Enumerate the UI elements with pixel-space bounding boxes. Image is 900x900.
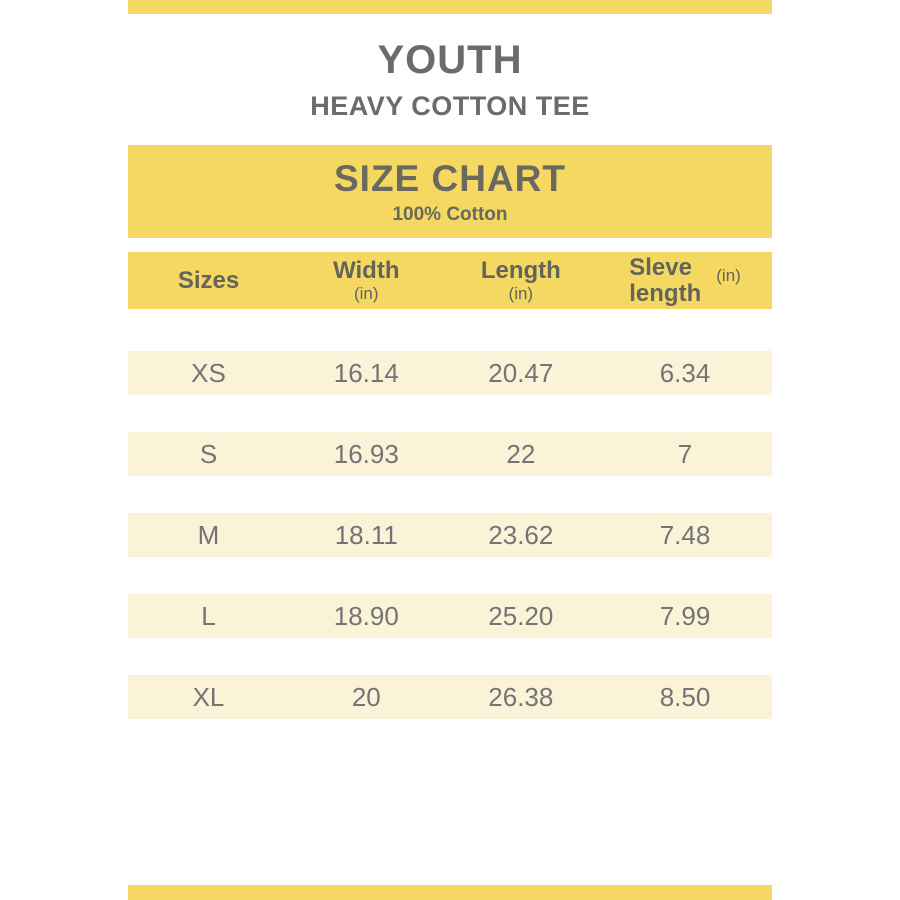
table-row: M 18.11 23.62 7.48 [128, 513, 772, 557]
cell-size: M [197, 519, 220, 550]
column-header-width: Width (in) [289, 258, 444, 303]
cell-length: 26.38 [488, 681, 554, 712]
cell-sleeve-length: 7.99 [659, 600, 711, 631]
cell-size: S [199, 438, 218, 469]
size-table-body: XS 16.14 20.47 6.34 S 16.93 22 7 M 18.11… [128, 351, 772, 719]
column-header-sizes-label: Sizes [177, 266, 240, 294]
column-header-sleeve-length: Sleve length (in) [598, 254, 772, 307]
cell-width: 16.93 [333, 438, 399, 469]
cell-length: 25.20 [488, 600, 554, 631]
table-row: L 18.90 25.20 7.99 [128, 594, 772, 638]
page-subtitle: HEAVY COTTON TEE [310, 91, 590, 121]
cell-width: 20 [351, 681, 381, 712]
top-accent-bar [128, 0, 772, 14]
column-header-sizes: Sizes [128, 268, 289, 293]
cell-sleeve-length: 6.34 [659, 357, 711, 388]
cell-sleeve-length: 8.50 [659, 681, 711, 712]
cell-sleeve-length: 7 [677, 438, 693, 469]
cell-sleeve-length: 7.48 [659, 519, 711, 550]
page-title: YOUTH [377, 38, 523, 82]
table-row: S 16.93 22 7 [128, 432, 772, 476]
cell-width: 16.14 [333, 357, 399, 388]
column-header-length: Length (in) [444, 258, 599, 303]
column-header-length-unit: (in) [508, 284, 534, 304]
column-header-width-unit: (in) [353, 284, 379, 304]
cell-size: L [201, 600, 216, 631]
cell-length: 22 [506, 438, 536, 469]
table-row: XS 16.14 20.47 6.34 [128, 351, 772, 395]
size-chart-banner: SIZE CHART 100% Cotton [128, 145, 772, 238]
column-header-sleeve-length-label: Sleve length [629, 254, 702, 307]
column-header-sleeve-length-unit: (in) [716, 265, 741, 285]
cell-width: 18.90 [333, 600, 399, 631]
table-row: XL 20 26.38 8.50 [128, 675, 772, 719]
table-header-row: Sizes Width (in) Length (in) Sleve lengt… [128, 252, 772, 309]
banner-subtitle: 100% Cotton [392, 204, 508, 225]
banner-title: SIZE CHART [334, 158, 566, 199]
cell-length: 20.47 [488, 357, 554, 388]
column-header-width-label: Width [333, 256, 400, 284]
cell-length: 23.62 [488, 519, 554, 550]
size-chart-panel: YOUTH HEAVY COTTON TEE SIZE CHART 100% C… [128, 0, 772, 719]
column-header-length-label: Length [480, 256, 561, 284]
cell-size: XS [191, 357, 226, 388]
cell-size: XL [192, 681, 225, 712]
bottom-accent-bar [128, 885, 772, 900]
cell-width: 18.11 [334, 519, 398, 550]
